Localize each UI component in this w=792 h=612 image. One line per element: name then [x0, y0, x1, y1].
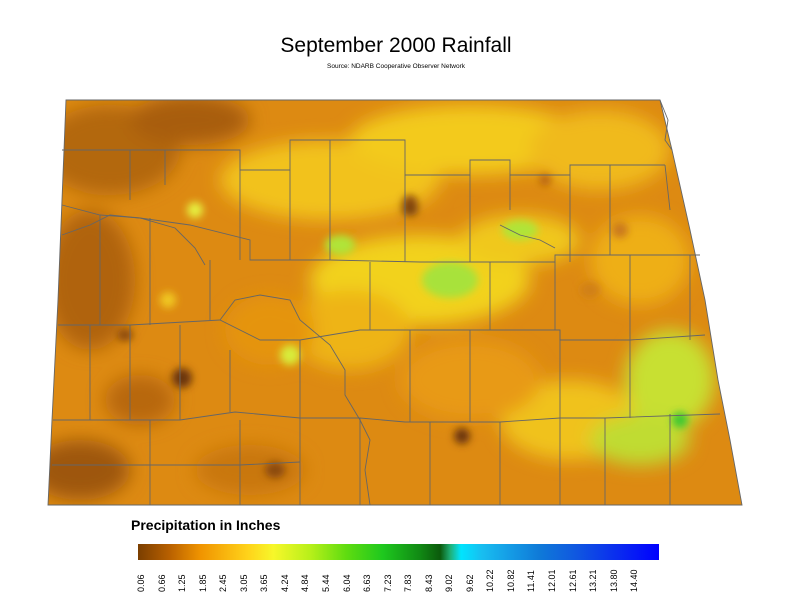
legend-tick-label: 10.22 [485, 569, 496, 592]
county-boundaries [47, 99, 743, 506]
legend-tick-label: 4.84 [300, 574, 311, 592]
legend-tick-label: 10.82 [505, 569, 516, 592]
legend-tick-label: 12.01 [547, 569, 557, 592]
legend-tick-label: 0.06 [136, 574, 146, 592]
legend-color-scale [138, 544, 659, 560]
legend-tick-label: 9.02 [444, 574, 455, 592]
legend-tick-label: 12.61 [567, 569, 578, 592]
legend-tick-label: 13.21 [588, 569, 599, 592]
legend-tick-label: 6.04 [341, 574, 352, 592]
legend-tick-label: 1.25 [177, 574, 188, 592]
legend-tick-label: 4.24 [279, 574, 290, 592]
legend-tick-label: 0.66 [156, 574, 167, 592]
legend-tick-label: 3.65 [259, 574, 270, 592]
legend-tick-label: 8.43 [423, 574, 434, 592]
rainfall-surface [48, 100, 742, 505]
legend-tick-label: 11.41 [526, 570, 537, 592]
legend-tick-label: 2.45 [218, 574, 229, 592]
legend-tick-label: 5.44 [320, 574, 331, 592]
map-subtitle: Source: NDARB Cooperative Observer Netwo… [327, 63, 465, 70]
legend-title: Precipitation in Inches [131, 517, 281, 533]
legend-tick-label: 13.80 [608, 569, 619, 592]
legend-tick-label: 7.83 [403, 574, 414, 592]
legend-tick-label: 6.63 [362, 574, 373, 592]
legend-tick-label: 14.40 [629, 569, 640, 592]
legend-tick-label: 3.05 [238, 574, 249, 592]
legend-tick-label: 1.85 [197, 574, 208, 592]
map-title: September 2000 Rainfall [280, 34, 512, 57]
legend-tick-label: 9.62 [464, 574, 475, 592]
legend-tick-label: 7.23 [382, 574, 393, 592]
